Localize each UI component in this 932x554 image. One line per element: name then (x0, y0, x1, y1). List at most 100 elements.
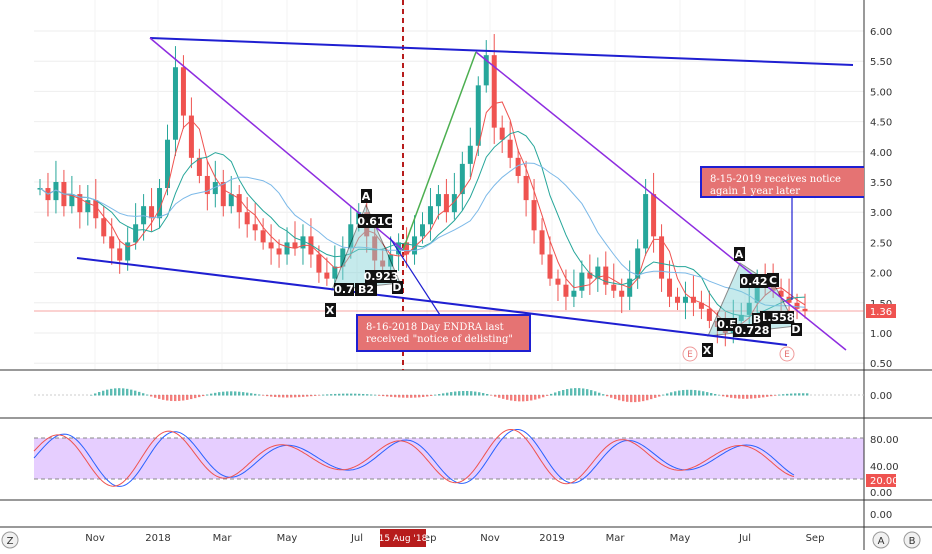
ma-line (39, 130, 806, 317)
macd-bar (330, 394, 333, 396)
pattern-labels: A X 0.61C 0.923 0.7 B2 D A X 0.42 C 0.5 … (325, 189, 802, 357)
rally-line (402, 51, 477, 251)
time-tick-label: Jul (738, 533, 751, 544)
macd-bar (774, 395, 777, 396)
candle-body (316, 254, 322, 273)
candle-body (109, 236, 115, 249)
candle-body (125, 242, 131, 261)
macd-bar (326, 394, 329, 396)
candles-group (37, 34, 808, 347)
macd-bar (802, 393, 805, 396)
stoch-line (33, 429, 795, 487)
price-tick-label: 4.50 (870, 118, 892, 129)
macd-bar (574, 388, 577, 396)
price-tick-label: 1.00 (870, 329, 892, 340)
macd-bar (338, 393, 341, 396)
candle-body (786, 296, 792, 303)
macd-bar (598, 392, 601, 396)
macd-bar (226, 391, 229, 396)
macd-bar (114, 388, 117, 396)
macd-bar (230, 391, 233, 396)
macd-bar (358, 393, 361, 396)
stoch-line (33, 428, 795, 487)
macd-bar (462, 390, 465, 396)
macd-bar (282, 395, 285, 398)
price-scale: 6.005.505.004.504.003.503.002.502.001.50… (870, 27, 892, 370)
stoch-tick-0: 0.00 (870, 488, 892, 499)
price-tick-label: 5.50 (870, 57, 892, 68)
candle-body (682, 296, 688, 303)
macd-bar (410, 395, 413, 398)
candle-body (667, 278, 673, 297)
candle-body (101, 218, 107, 237)
macd-bar (766, 395, 769, 397)
macd-bar (510, 395, 513, 401)
macd-bar (186, 395, 189, 400)
bottom-pane-tick: 0.00 (870, 510, 892, 521)
macd-bar (294, 395, 297, 398)
macd-bar (318, 395, 321, 396)
macd-bar (614, 395, 617, 400)
macd-bar (454, 391, 457, 396)
macd-bar (274, 395, 277, 397)
macd-bar (306, 395, 309, 397)
candle-body (635, 248, 641, 279)
candle-body (380, 260, 386, 267)
candle-body (491, 55, 497, 128)
corner-left-button[interactable]: Z (1, 531, 19, 549)
macd-bar (770, 395, 773, 397)
macd-bar (394, 395, 397, 398)
candle-body (611, 284, 617, 291)
macd-bar (538, 395, 541, 399)
macd-bar (798, 393, 801, 396)
macd-bar (698, 390, 701, 396)
candle-body (77, 194, 83, 213)
macd-bar (702, 391, 705, 396)
macd-bar (110, 388, 113, 396)
candle-body (172, 67, 178, 140)
macd-bar (446, 392, 449, 396)
macd-bar (170, 395, 173, 401)
macd-bar (630, 395, 633, 403)
macd-bar (506, 395, 509, 400)
candle-body (435, 194, 441, 207)
price-tick-label: 2.50 (870, 238, 892, 249)
annot-061c: 0.61C (357, 215, 392, 228)
macd-bar (194, 395, 197, 399)
annot-1558: 1.558 (760, 311, 795, 324)
delisting-note-1: 8-16-2018 Day ENDRA last received "notic… (356, 314, 531, 352)
macd-bar (530, 395, 533, 401)
macd-bar (94, 393, 97, 396)
time-tick-label: May (670, 533, 691, 544)
candle-body (651, 194, 657, 237)
macd-bar (218, 392, 221, 396)
macd-bar (618, 395, 621, 401)
macd-bar (738, 395, 741, 399)
label-a1: A (362, 190, 371, 203)
macd-bar (778, 394, 781, 396)
candle-body (260, 230, 266, 243)
annot-d1: D (392, 281, 401, 294)
corner-a-button[interactable]: A (872, 531, 890, 549)
candle-body (165, 139, 170, 189)
macd-bar (258, 394, 261, 396)
macd-bar (418, 395, 421, 398)
macd-bar (214, 392, 217, 396)
macd-bar (750, 395, 753, 399)
label-a2: A (735, 248, 744, 261)
macd-bar (146, 394, 149, 396)
stoch-band (34, 438, 864, 479)
annot-042: 0.42 (740, 275, 767, 288)
candle-body (459, 163, 465, 195)
macd-bar (682, 390, 685, 396)
corner-b-button[interactable]: B (903, 531, 921, 549)
macd-bar (322, 394, 325, 396)
macd-bar (382, 395, 385, 397)
macd-bar (178, 395, 181, 401)
candle-body (37, 188, 43, 190)
candle-body (802, 308, 808, 312)
macd-bar (222, 391, 225, 396)
macd-bar (706, 392, 709, 396)
candle-body (507, 139, 513, 158)
